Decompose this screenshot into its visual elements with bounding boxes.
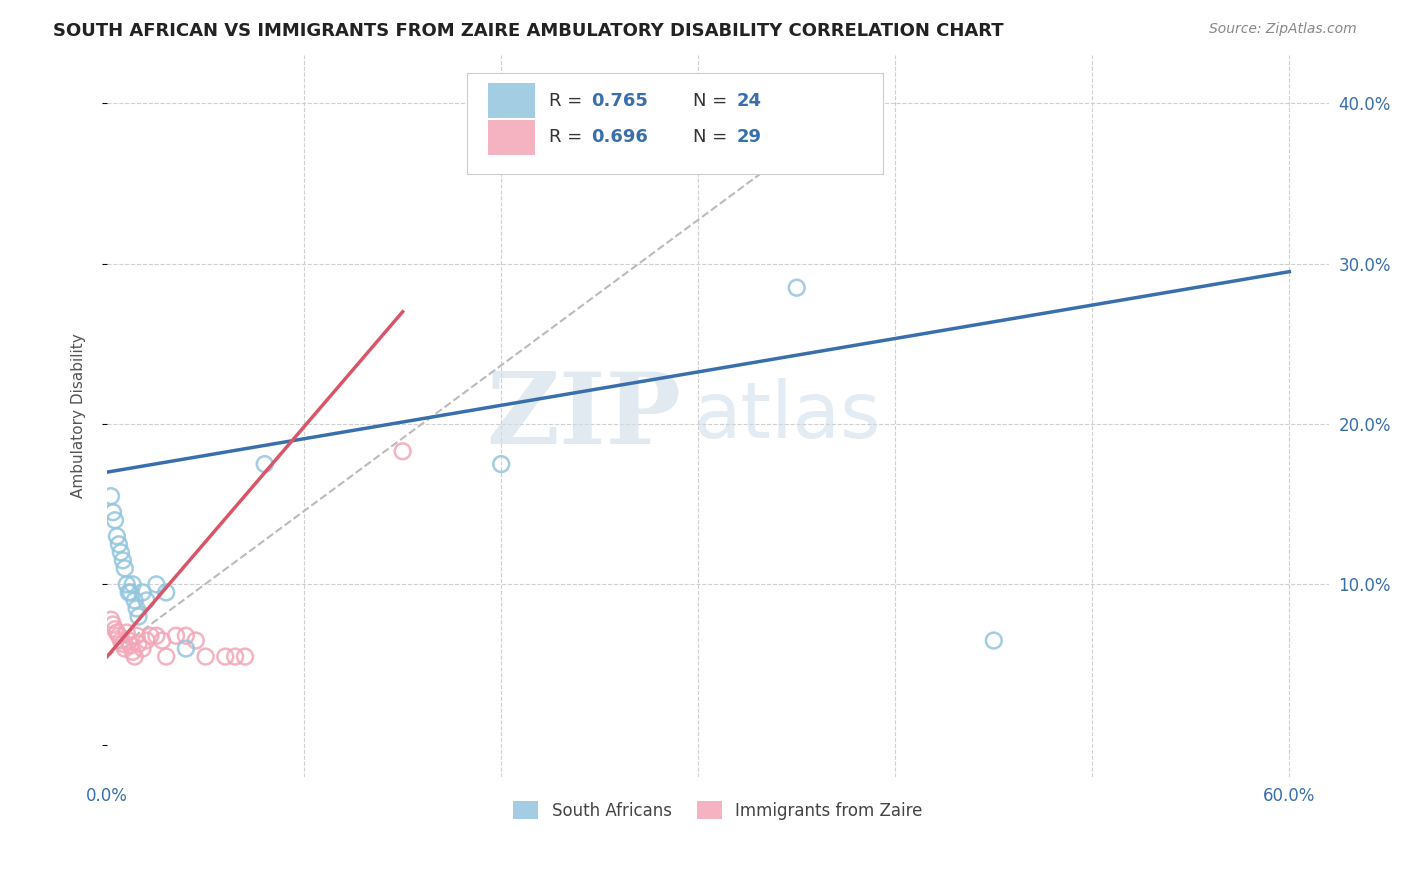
Text: 0.765: 0.765 <box>591 92 648 110</box>
Point <box>121 645 143 659</box>
Point <box>233 649 256 664</box>
Point <box>174 629 197 643</box>
Point <box>108 629 131 643</box>
Point <box>114 561 136 575</box>
Point <box>139 629 162 643</box>
Text: 24: 24 <box>737 92 761 110</box>
Point <box>118 585 141 599</box>
Point <box>104 623 127 637</box>
Text: R =: R = <box>550 92 588 110</box>
Point <box>121 577 143 591</box>
Point <box>120 585 142 599</box>
Point <box>155 585 177 599</box>
Text: N =: N = <box>693 128 734 146</box>
Point <box>214 649 236 664</box>
Point <box>115 577 138 591</box>
Point <box>105 529 128 543</box>
Y-axis label: Ambulatory Disability: Ambulatory Disability <box>72 334 86 499</box>
Point <box>125 601 148 615</box>
Point <box>145 577 167 591</box>
Point <box>150 633 173 648</box>
Point <box>145 629 167 643</box>
Point <box>135 593 157 607</box>
FancyBboxPatch shape <box>488 83 534 118</box>
Text: atlas: atlas <box>693 378 882 454</box>
Text: N =: N = <box>693 92 734 110</box>
Point <box>114 641 136 656</box>
Point <box>786 281 808 295</box>
Point <box>118 633 141 648</box>
Point <box>101 505 124 519</box>
Point <box>111 553 134 567</box>
Text: R =: R = <box>550 128 588 146</box>
Point <box>165 629 187 643</box>
Point <box>115 625 138 640</box>
Point <box>124 649 146 664</box>
Point <box>983 633 1005 648</box>
Point <box>391 444 413 458</box>
Point <box>101 617 124 632</box>
Point <box>184 633 207 648</box>
Text: ZIP: ZIP <box>486 368 682 465</box>
Point <box>131 641 153 656</box>
Point <box>110 633 132 648</box>
Point <box>110 545 132 559</box>
Point <box>120 638 142 652</box>
Point <box>253 457 276 471</box>
Point <box>128 637 150 651</box>
Point <box>111 637 134 651</box>
Legend: South Africans, Immigrants from Zaire: South Africans, Immigrants from Zaire <box>506 795 929 826</box>
Point <box>105 625 128 640</box>
Point <box>194 649 217 664</box>
Point <box>155 649 177 664</box>
Point <box>224 649 246 664</box>
Point <box>125 629 148 643</box>
Text: 29: 29 <box>737 128 761 146</box>
Text: SOUTH AFRICAN VS IMMIGRANTS FROM ZAIRE AMBULATORY DISABILITY CORRELATION CHART: SOUTH AFRICAN VS IMMIGRANTS FROM ZAIRE A… <box>53 22 1004 40</box>
FancyBboxPatch shape <box>467 73 883 174</box>
Point <box>174 641 197 656</box>
Point <box>124 593 146 607</box>
Point <box>135 633 157 648</box>
FancyBboxPatch shape <box>488 120 534 154</box>
Point <box>100 489 122 503</box>
Point <box>489 457 512 471</box>
Text: Source: ZipAtlas.com: Source: ZipAtlas.com <box>1209 22 1357 37</box>
Point <box>108 537 131 551</box>
Point <box>104 513 127 527</box>
Text: 0.696: 0.696 <box>591 128 648 146</box>
Point <box>128 609 150 624</box>
Point <box>100 613 122 627</box>
Point <box>131 585 153 599</box>
